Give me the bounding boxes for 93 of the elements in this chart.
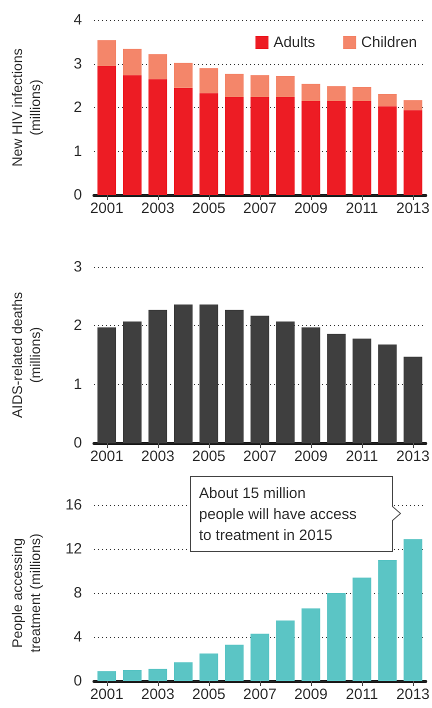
bar — [97, 327, 116, 443]
bar — [352, 578, 372, 681]
x-tick-label: 2009 — [294, 686, 328, 703]
bar — [276, 76, 295, 97]
bar — [225, 644, 244, 681]
bar — [225, 97, 244, 195]
bar — [148, 54, 168, 80]
legend-label: Children — [361, 34, 418, 51]
bar — [200, 93, 218, 195]
y-tick-label: 3 — [74, 55, 82, 72]
bar — [404, 110, 422, 195]
x-tick-label: 2003 — [141, 200, 174, 217]
y-tick-label: 0 — [74, 186, 82, 204]
bar — [378, 344, 397, 443]
bar — [200, 68, 218, 94]
annotation: About 15 million people will have access to treatment in 2015 — [199, 485, 357, 544]
x-tick-label: 2001 — [90, 200, 124, 217]
bar — [352, 100, 372, 195]
x-tick-label: 2005 — [192, 200, 226, 217]
bar — [378, 106, 397, 195]
bar — [250, 634, 270, 681]
x-tick-label: 2007 — [243, 448, 277, 465]
bar — [200, 654, 218, 681]
y-tick-label: 1 — [74, 142, 82, 160]
bar — [302, 100, 320, 195]
bar — [276, 322, 295, 443]
x-tick-label: 2003 — [141, 686, 174, 703]
bar — [148, 668, 168, 681]
y-tick-label: 4 — [74, 12, 82, 28]
bar — [327, 334, 346, 443]
bar — [122, 48, 142, 76]
y-tick-label: 2 — [74, 317, 82, 334]
bar — [148, 310, 168, 443]
y-tick-label: 12 — [65, 540, 82, 558]
bar — [225, 310, 244, 443]
x-tick-label: 2013 — [396, 448, 430, 465]
y-tick-label: 1 — [74, 376, 82, 393]
bar — [174, 662, 193, 681]
x-tick-label: 2009 — [294, 448, 328, 465]
legend-label: Adults — [273, 34, 316, 51]
bar — [404, 539, 422, 681]
x-tick-label: 2011 — [346, 686, 378, 703]
bar — [302, 327, 320, 443]
bar — [404, 100, 422, 110]
y-axis-title: New HIV infections (millions) — [9, 48, 43, 167]
x-tick-label: 2013 — [396, 686, 430, 703]
y-axis-title: People accessing treatment (millions) — [9, 533, 43, 653]
bar — [352, 86, 372, 101]
bar — [276, 620, 295, 681]
y-tick-label: 2 — [74, 99, 82, 116]
bar — [302, 608, 320, 681]
bar — [174, 88, 193, 195]
bar — [404, 356, 422, 443]
x-tick-label: 2001 — [90, 686, 124, 703]
x-tick-label: 2005 — [192, 686, 226, 703]
bar — [352, 338, 372, 443]
bar — [225, 74, 244, 97]
bar — [122, 670, 142, 681]
y-tick-label: 8 — [74, 584, 82, 602]
y-tick-label: 0 — [74, 672, 82, 690]
bar — [97, 40, 116, 66]
y-tick-label: 0 — [74, 434, 82, 452]
y-tick-label: 3 — [74, 258, 82, 276]
y-tick-label: 4 — [74, 628, 82, 646]
bar — [200, 304, 218, 443]
x-tick-label: 2013 — [396, 200, 430, 217]
bar — [122, 75, 142, 195]
bar — [174, 304, 193, 443]
x-tick-label: 2005 — [192, 448, 226, 465]
bar — [250, 97, 270, 195]
bar — [327, 100, 346, 195]
bar — [174, 62, 193, 88]
bar — [97, 66, 116, 195]
x-tick-label: 2009 — [294, 200, 328, 217]
bar — [250, 316, 270, 443]
x-tick-label: 2007 — [243, 200, 277, 217]
bar — [378, 94, 397, 106]
x-tick-label: 2001 — [90, 448, 124, 465]
bar — [148, 79, 168, 195]
bar — [302, 84, 320, 101]
bar — [327, 86, 346, 101]
x-tick-label: 2011 — [346, 200, 378, 217]
y-axis-title: AIDS-related deaths (millions) — [9, 292, 43, 418]
bar — [97, 671, 116, 681]
x-tick-label: 2007 — [243, 686, 277, 703]
y-tick-label: 16 — [65, 496, 82, 514]
bar — [327, 593, 346, 681]
bar — [250, 75, 270, 97]
bar — [122, 322, 142, 443]
x-tick-label: 2003 — [141, 448, 174, 465]
bar — [276, 97, 295, 195]
bar — [378, 560, 397, 681]
x-tick-label: 2011 — [346, 448, 378, 465]
